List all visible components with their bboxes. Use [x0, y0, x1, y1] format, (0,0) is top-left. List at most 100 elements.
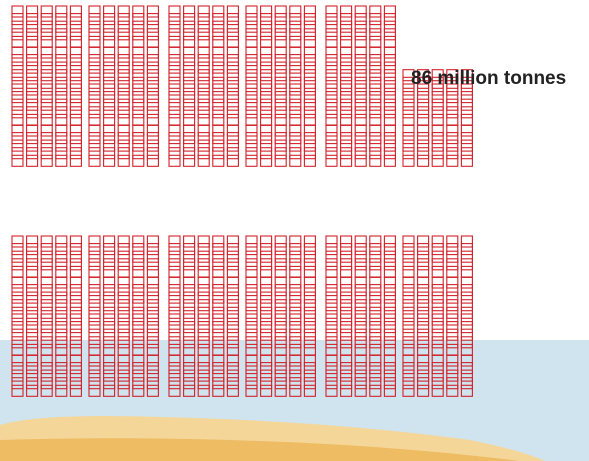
unit-square [103, 258, 116, 271]
unit-square [212, 369, 225, 382]
unit-square [325, 306, 338, 319]
unit-square [183, 313, 196, 326]
unit-square [402, 106, 415, 119]
unit-square [289, 362, 302, 375]
unit-square [55, 124, 68, 137]
unit-square [303, 154, 316, 167]
unit-square [446, 124, 459, 137]
unit-square [260, 243, 273, 256]
unit-square [354, 284, 367, 297]
unit-square [103, 328, 116, 341]
unit-square [117, 362, 130, 375]
unit-square [132, 369, 145, 382]
unit-square [417, 76, 430, 89]
unit-square [340, 354, 353, 367]
unit-square [40, 265, 53, 278]
unit-square [274, 384, 287, 397]
unit-square [226, 69, 239, 82]
unit-square [431, 98, 444, 111]
unit-square [132, 69, 145, 82]
unit-square [340, 46, 353, 59]
unit-square [103, 46, 116, 59]
unit-square [431, 139, 444, 152]
unit-square [40, 20, 53, 33]
unit-square [103, 354, 116, 367]
unit-square [274, 124, 287, 137]
unit-square [325, 235, 338, 248]
unit-square [103, 139, 116, 152]
unit-square [103, 299, 116, 312]
unit-square [212, 83, 225, 96]
unit-square [245, 113, 258, 126]
unit-square [55, 258, 68, 271]
unit-square [26, 313, 39, 326]
unit-square [132, 243, 145, 256]
unit-square [303, 61, 316, 74]
unit-square [260, 299, 273, 312]
unit-square [168, 83, 181, 96]
unit-square [168, 235, 181, 248]
unit-square [226, 384, 239, 397]
unit-square [11, 132, 24, 145]
unit-square [354, 83, 367, 96]
unit-square [88, 384, 101, 397]
unit-square [274, 154, 287, 167]
unit-square [325, 69, 338, 82]
unit-square [460, 384, 473, 397]
unit-square [274, 28, 287, 41]
unit-square [431, 91, 444, 104]
unit-square [460, 243, 473, 256]
unit-square [340, 154, 353, 167]
unit-square [417, 313, 430, 326]
unit-square [460, 124, 473, 137]
unit-square [69, 321, 82, 334]
unit-square [212, 20, 225, 33]
unit-square [325, 106, 338, 119]
unit-square [402, 299, 415, 312]
unit-square [183, 154, 196, 167]
unit-square [11, 291, 24, 304]
unit-square [103, 377, 116, 390]
unit-square [340, 106, 353, 119]
unit-square [431, 306, 444, 319]
unit-square [369, 328, 382, 341]
unit-square [446, 299, 459, 312]
unit-square [226, 362, 239, 375]
unit-square [340, 243, 353, 256]
unit-square [146, 336, 159, 349]
unit-square [88, 235, 101, 248]
unit-square [303, 98, 316, 111]
unit-square [226, 139, 239, 152]
unit-square [69, 291, 82, 304]
unit-square [245, 69, 258, 82]
unit-square [197, 291, 210, 304]
unit-square [40, 369, 53, 382]
unit-square [325, 377, 338, 390]
unit-square [197, 284, 210, 297]
unit-square [11, 369, 24, 382]
unit-square [383, 306, 396, 319]
unit-square [274, 139, 287, 152]
unit-square [402, 336, 415, 349]
unit-square [88, 20, 101, 33]
unit-square [183, 321, 196, 334]
unit-square [40, 299, 53, 312]
unit-square [26, 83, 39, 96]
unit-square [274, 284, 287, 297]
unit-square [369, 276, 382, 289]
unit-square [289, 13, 302, 26]
unit-square [245, 291, 258, 304]
unit-square [226, 321, 239, 334]
unit-square [260, 313, 273, 326]
unit-square [197, 83, 210, 96]
unit-square [103, 83, 116, 96]
unit-square [88, 124, 101, 137]
unit-square [460, 113, 473, 126]
unit-square [245, 124, 258, 137]
unit-square [117, 299, 130, 312]
unit-square [383, 250, 396, 263]
unit-square [289, 98, 302, 111]
unit-square [212, 139, 225, 152]
unit-square [117, 91, 130, 104]
unit-square [325, 91, 338, 104]
